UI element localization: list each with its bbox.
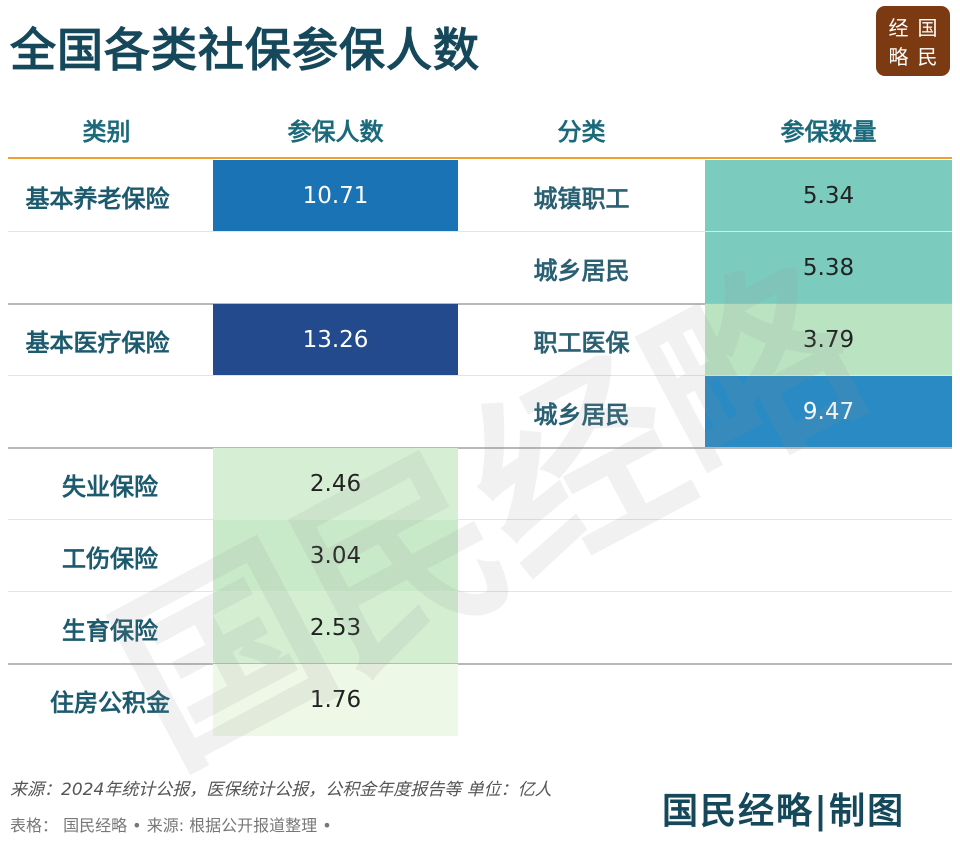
category-label: 生育保险 <box>62 616 158 645</box>
category-label: 住房公积金 <box>50 688 170 717</box>
subcount-value-cell: 9.47 <box>705 376 952 447</box>
subcategory-label: 城乡居民 <box>533 256 630 285</box>
category-label: 基本养老保险 <box>25 184 170 213</box>
row-divider <box>8 447 952 449</box>
brand-logo: 经 国 略 民 <box>876 6 950 76</box>
category-label: 基本医疗保险 <box>25 328 170 357</box>
subcount-value-cell: 5.34 <box>705 160 952 231</box>
page-title: 全国各类社保参保人数 <box>10 23 480 77</box>
category-label: 失业保险 <box>62 472 158 501</box>
row-divider <box>8 519 952 520</box>
subcount-value-cell: 5.38 <box>705 232 952 303</box>
subcategory-label: 城乡居民 <box>533 400 630 429</box>
source-note: 来源：2024年统计公报，医保统计公报，公积金年度报告等 单位：亿人 <box>10 780 552 800</box>
header-divider <box>8 157 952 159</box>
insured-value-cell: 2.46 <box>213 448 458 520</box>
subcount-value-cell: 3.79 <box>705 304 952 375</box>
row-divider <box>8 231 952 232</box>
subcategory-label: 职工医保 <box>533 328 630 357</box>
logo-char: 国 <box>917 16 938 40</box>
header-subcount: 参保数量 <box>780 117 877 146</box>
insured-value-cell: 13.26 <box>213 304 458 375</box>
row-divider <box>8 303 952 305</box>
insured-value-cell: 3.04 <box>213 520 458 592</box>
header-insured: 参保人数 <box>287 117 384 146</box>
logo-char: 经 <box>888 16 909 40</box>
insured-value-cell: 2.53 <box>213 592 458 664</box>
insured-value-cell: 10.71 <box>213 160 458 231</box>
row-divider <box>8 663 952 665</box>
credit-note: 表格： 国民经略 • 来源: 根据公开报道整理 • <box>10 816 332 835</box>
logo-char: 略 <box>888 45 909 69</box>
insured-value-cell: 1.76 <box>213 664 458 736</box>
row-divider <box>8 375 952 376</box>
row-divider <box>8 591 952 592</box>
header-category: 类别 <box>82 117 131 146</box>
header-subcategory: 分类 <box>557 117 606 146</box>
category-label: 工伤保险 <box>62 544 158 573</box>
brand-signature: 国民经略|制图 <box>662 790 906 832</box>
logo-char: 民 <box>917 45 938 69</box>
subcategory-label: 城镇职工 <box>533 184 630 213</box>
